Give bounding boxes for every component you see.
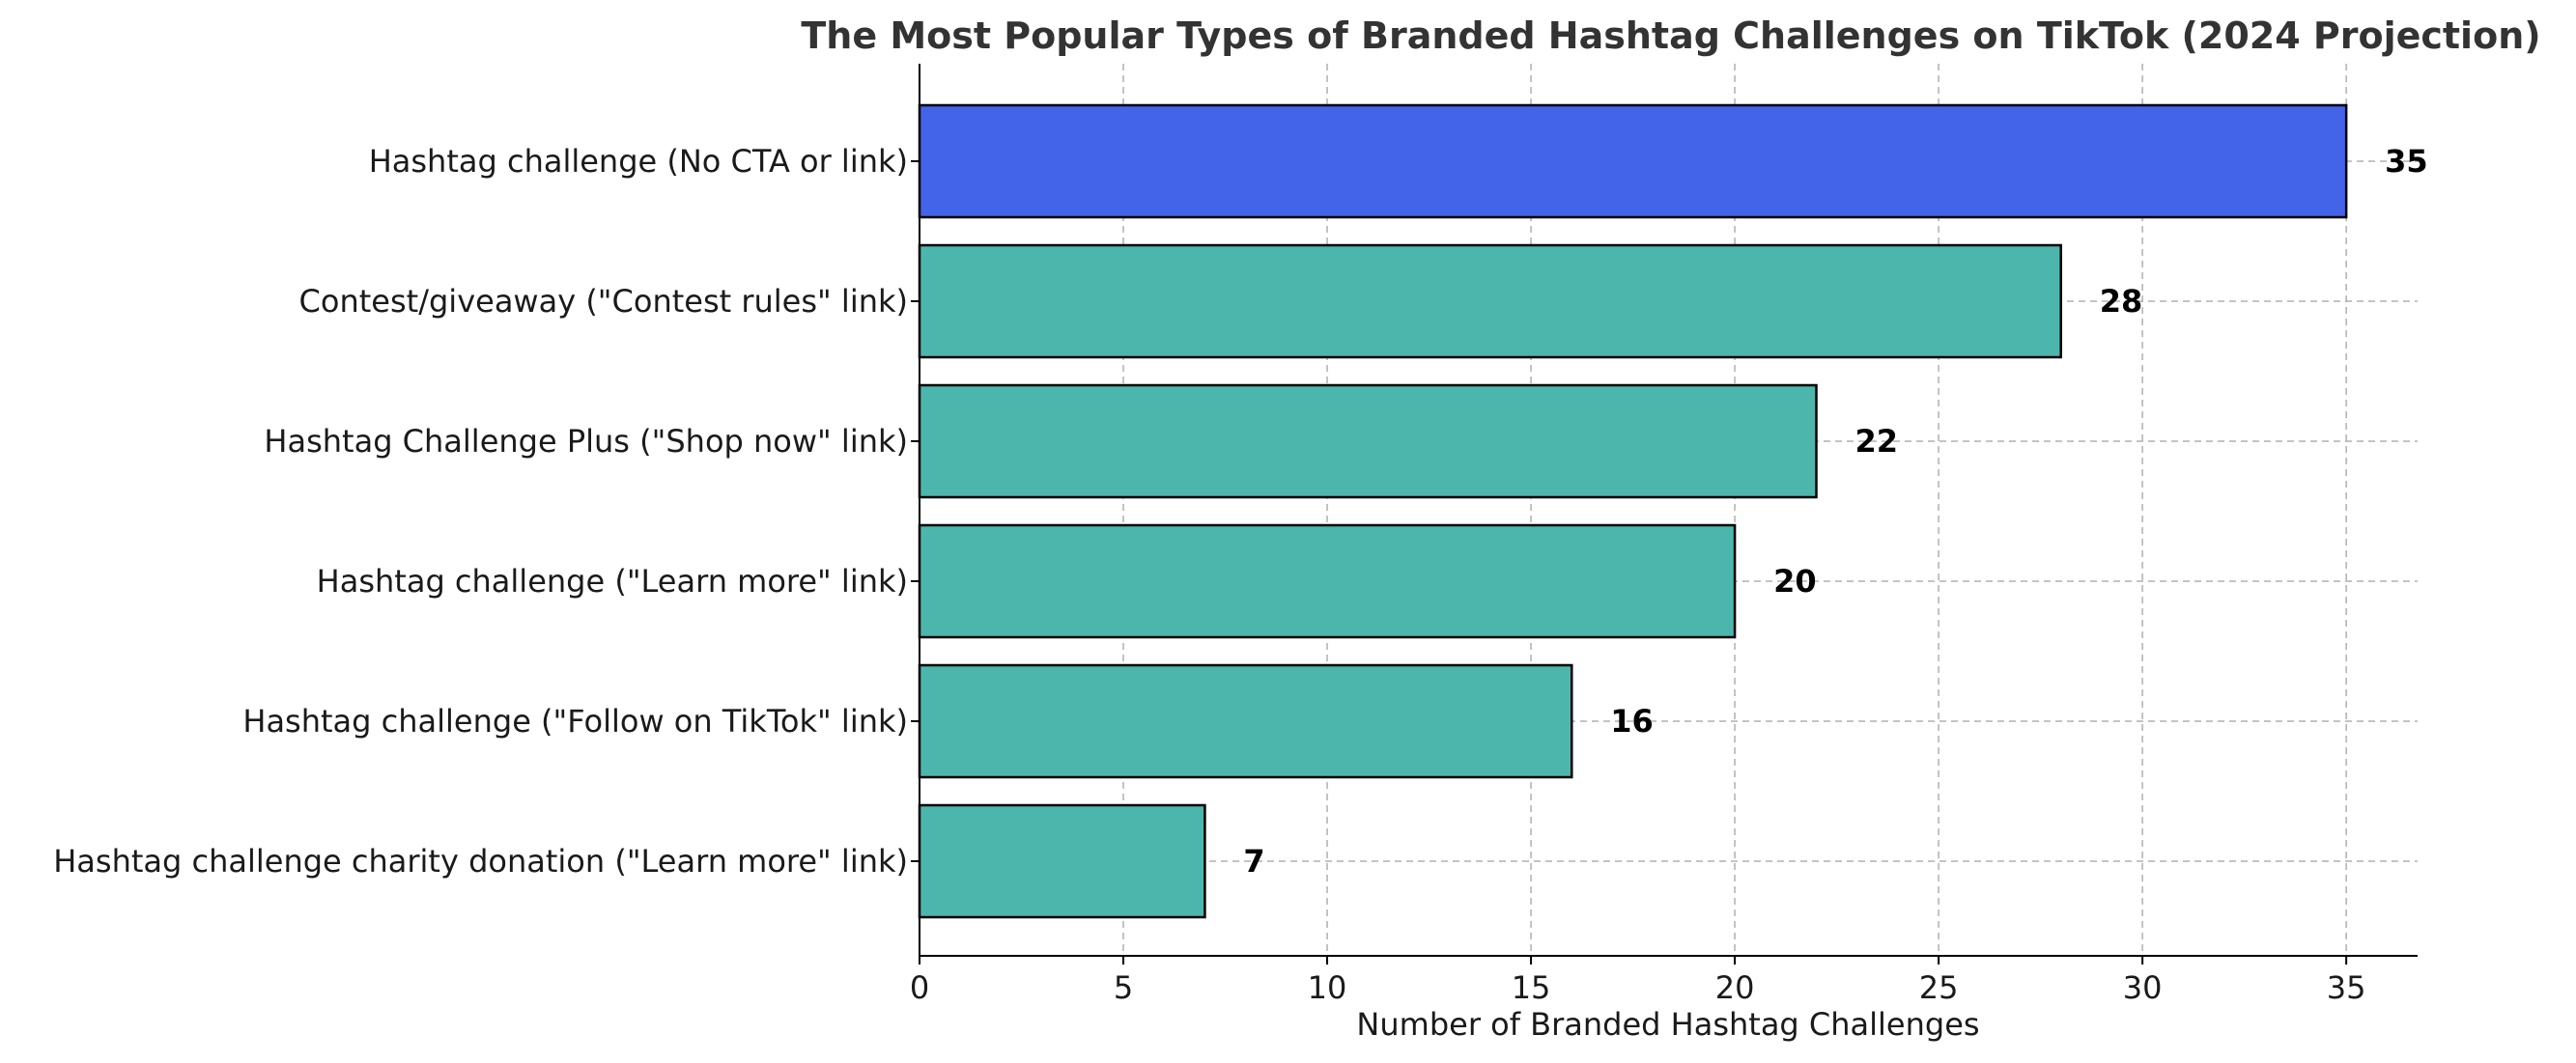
value-label: 28 xyxy=(2100,283,2143,320)
bar xyxy=(918,383,1818,499)
labels-layer: 0 5 10 15 20 25 30 35 Hashtag challenge (No CTA … xyxy=(53,143,2427,1006)
x-tick-label: 15 xyxy=(1512,969,1551,1006)
x-axis-title: Number of Branded Hashtag Challenges xyxy=(1356,1006,1979,1043)
x-tick-label: 30 xyxy=(2123,969,2163,1006)
value-label: 16 xyxy=(1610,703,1654,740)
bar xyxy=(918,243,2062,359)
bar xyxy=(918,103,2348,219)
value-label: 22 xyxy=(1854,423,1898,460)
chart-title: The Most Popular Types of Branded Hashta… xyxy=(801,14,2540,57)
x-tick-label: 0 xyxy=(910,969,929,1006)
category-label: Hashtag Challenge Plus ("Shop now" link) xyxy=(264,423,908,460)
axes-layer xyxy=(911,64,2418,965)
x-tick-label: 10 xyxy=(1308,969,1347,1006)
x-tick-label: 25 xyxy=(1919,969,1959,1006)
category-label: Hashtag challenge (No CTA or link) xyxy=(369,143,908,180)
category-label: Contest/giveaway ("Contest rules" link) xyxy=(299,283,908,320)
bar xyxy=(918,523,1737,639)
bars-layer xyxy=(918,103,2348,919)
category-label: Hashtag challenge charity donation ("Lea… xyxy=(53,843,908,880)
value-label: 35 xyxy=(2385,143,2428,180)
bar xyxy=(918,803,1206,919)
value-label: 20 xyxy=(1773,563,1817,600)
x-tick-label: 5 xyxy=(1114,969,1133,1006)
bar xyxy=(918,663,1573,779)
x-tick-label: 35 xyxy=(2327,969,2366,1006)
category-label: Hashtag challenge ("Follow on TikTok" li… xyxy=(242,703,908,740)
category-label: Hashtag challenge ("Learn more" link) xyxy=(317,563,908,600)
value-label: 7 xyxy=(1243,843,1264,880)
x-tick-label: 20 xyxy=(1715,969,1755,1006)
